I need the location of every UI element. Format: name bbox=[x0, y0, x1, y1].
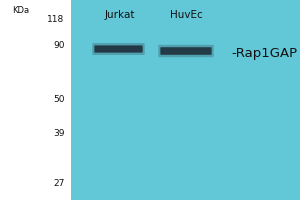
Text: 50: 50 bbox=[53, 95, 64, 104]
Text: 39: 39 bbox=[53, 130, 64, 138]
Text: 90: 90 bbox=[53, 40, 64, 49]
Text: 118: 118 bbox=[47, 15, 64, 23]
Text: KDa: KDa bbox=[12, 6, 29, 15]
Text: HuvEc: HuvEc bbox=[169, 10, 202, 20]
Text: -Rap1GAP: -Rap1GAP bbox=[231, 46, 297, 60]
Text: Jurkat: Jurkat bbox=[105, 10, 135, 20]
Text: 27: 27 bbox=[53, 178, 64, 188]
